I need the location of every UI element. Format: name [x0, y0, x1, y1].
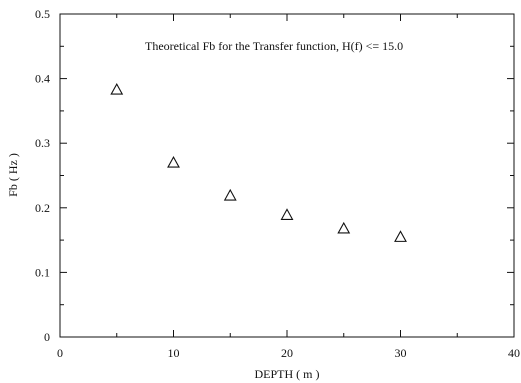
axis-ticks	[59, 13, 515, 338]
y-tick-label: 0.5	[35, 7, 50, 21]
y-axis-label: Fb ( Hz )	[6, 153, 20, 197]
y-tick-label: 0	[44, 330, 50, 344]
data-point-triangle	[167, 155, 180, 168]
x-tick-label: 0	[57, 346, 63, 360]
data-point-triangle	[394, 230, 407, 242]
data-point-triangle	[337, 221, 351, 234]
x-tick-label: 10	[168, 346, 180, 360]
tick-labels: 0 10 20 30 40 0 0.1 0.2 0.3 0.4 0.5	[35, 7, 520, 360]
y-tick-label: 0.3	[35, 136, 50, 150]
plot-frame	[59, 13, 515, 338]
x-tick-label: 20	[281, 346, 293, 360]
y-tick-label: 0.1	[35, 265, 50, 279]
x-axis-label: DEPTH ( m )	[255, 367, 320, 381]
x-tick-label: 40	[508, 346, 520, 360]
data-point-triangle	[110, 82, 124, 95]
data-point-triangle	[223, 188, 237, 201]
data-point-triangle	[280, 208, 294, 220]
y-tick-label: 0.4	[35, 72, 50, 86]
x-tick-label: 30	[395, 346, 407, 360]
y-tick-label: 0.2	[35, 201, 50, 215]
chart-annotation: Theoretical Fb for the Transfer function…	[145, 39, 403, 53]
data-points	[110, 82, 407, 242]
